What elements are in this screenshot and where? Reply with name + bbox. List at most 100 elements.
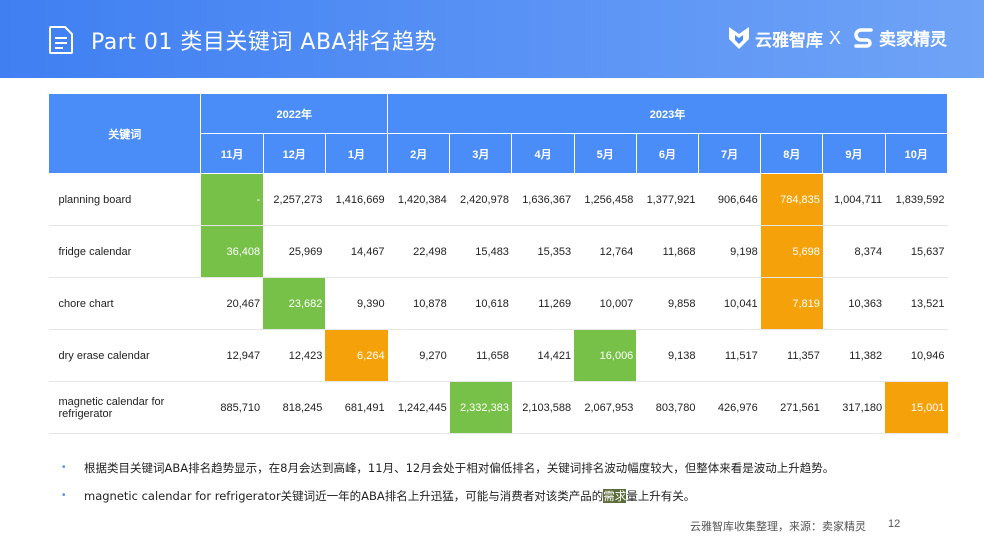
month-header: 7月 xyxy=(697,133,762,174)
rank-cell: 11,382 xyxy=(822,329,886,382)
keyword-cell: chore chart xyxy=(48,277,201,330)
rank-cell: 2,103,588 xyxy=(511,381,575,434)
rank-cell: 15,353 xyxy=(511,225,575,278)
keyword-cell: fridge calendar xyxy=(48,225,201,278)
yunya-logo: 云雅智库 xyxy=(727,25,823,51)
table-row: fridge calendar 36,408 25,969 14,467 22,… xyxy=(48,225,948,278)
rank-cell: 2,332,383 xyxy=(449,381,512,434)
rank-cell: 906,646 xyxy=(698,173,761,226)
rank-cell: 1,416,669 xyxy=(325,173,388,226)
yunya-logo-icon xyxy=(729,27,749,49)
maijia-logo-text: 卖家精灵 xyxy=(879,30,947,50)
rank-cell: 12,764 xyxy=(574,225,637,278)
rank-cell: 9,390 xyxy=(325,277,388,330)
rank-cell: 16,006 xyxy=(574,329,637,382)
rank-cell: 36,408 xyxy=(200,225,264,278)
yunya-logo-text: 云雅智库 xyxy=(755,30,823,51)
keyword-cell: dry erase calendar xyxy=(48,329,201,382)
rank-cell: 20,467 xyxy=(200,277,264,330)
table-row: planning board - 2,257,273 1,416,669 1,4… xyxy=(48,173,948,226)
rank-cell: 5,698 xyxy=(760,225,823,278)
rank-cell: 1,839,592 xyxy=(885,173,948,226)
rank-cell: 317,180 xyxy=(822,381,886,434)
rank-cell: 271,561 xyxy=(760,381,823,434)
rank-cell: 12,423 xyxy=(263,329,326,382)
rank-cell: 818,245 xyxy=(263,381,326,434)
rank-cell: 6,264 xyxy=(325,329,388,382)
bullet-text: 根据类目关键词ABA排名趋势显示，在8月会达到高峰，11月、12月会处于相对偏低… xyxy=(84,461,835,475)
source-note: 云雅智库收集整理，来源：卖家精灵 xyxy=(690,520,866,533)
rank-cell: 7,819 xyxy=(760,277,823,330)
rank-cell: 15,001 xyxy=(885,381,948,434)
page-title: Part 01 类目关键词 ABA排名趋势 xyxy=(91,30,438,55)
rank-cell: 10,878 xyxy=(387,277,450,330)
month-header: 12月 xyxy=(262,133,326,174)
rank-cell: 1,004,711 xyxy=(822,173,886,226)
month-header: 11月 xyxy=(200,133,264,174)
bullet-item: • 根据类目关键词ABA排名趋势显示，在8月会达到高峰，11月、12月会处于相对… xyxy=(62,460,922,488)
rank-cell: 11,868 xyxy=(636,225,699,278)
rank-cell: 1,377,921 xyxy=(636,173,699,226)
page-number: 12 xyxy=(888,518,901,530)
rank-cell: 10,946 xyxy=(885,329,948,382)
month-header: 6月 xyxy=(635,133,700,174)
bullet-dot-icon: • xyxy=(62,462,66,473)
rank-cell: 11,658 xyxy=(449,329,512,382)
keyword-cell: planning board xyxy=(48,173,201,226)
rank-cell: 1,420,384 xyxy=(387,173,450,226)
bullet-dot-icon: • xyxy=(62,490,66,501)
highlighted-text: 需求 xyxy=(603,489,627,503)
document-icon xyxy=(49,26,73,54)
year-2023-header: 2023年 xyxy=(387,93,948,134)
month-header: 8月 xyxy=(760,133,824,174)
bullet-text-part: 量上升有关。 xyxy=(626,489,696,503)
rank-cell: 11,269 xyxy=(511,277,575,330)
rank-cell: 10,007 xyxy=(574,277,637,330)
rank-cell: 2,420,978 xyxy=(449,173,512,226)
brand-separator: X xyxy=(829,28,842,48)
maijia-logo-icon xyxy=(854,27,873,48)
month-header: 3月 xyxy=(449,133,513,174)
aba-ranking-table: 关键词 2022年 2023年 11月 12月 1月 2月 3月 4月 5月 6… xyxy=(47,93,949,434)
month-header: 4月 xyxy=(511,133,575,174)
keyword-column-header: 关键词 xyxy=(47,93,202,174)
table-row: chore chart 20,467 23,682 9,390 10,878 1… xyxy=(48,277,948,330)
rank-cell: 15,637 xyxy=(885,225,948,278)
rank-cell: 8,374 xyxy=(822,225,886,278)
rank-cell: 1,256,458 xyxy=(574,173,637,226)
rank-cell: 11,517 xyxy=(698,329,761,382)
table-row: magnetic calendar for refrigerator 885,7… xyxy=(48,381,948,434)
month-header: 10月 xyxy=(884,133,949,174)
rank-cell: 10,618 xyxy=(449,277,512,330)
bullet-text: magnetic calendar for refrigerator关键词近一年… xyxy=(84,488,695,504)
rank-cell: 803,780 xyxy=(636,381,699,434)
rank-cell: 14,421 xyxy=(511,329,575,382)
bullet-text-part: magnetic calendar for refrigerator关键词近一年… xyxy=(84,489,604,503)
maijia-logo: 卖家精灵 xyxy=(853,25,947,50)
rank-cell: 681,491 xyxy=(325,381,388,434)
rank-cell: - xyxy=(200,173,264,226)
month-header: 9月 xyxy=(822,133,886,174)
year-2022-header: 2022年 xyxy=(200,93,389,134)
rank-cell: 12,947 xyxy=(200,329,264,382)
bullet-item: • magnetic calendar for refrigerator关键词近… xyxy=(62,488,922,516)
rank-cell: 2,067,953 xyxy=(574,381,637,434)
month-header: 2月 xyxy=(387,133,451,174)
rank-cell: 1,636,367 xyxy=(511,173,575,226)
rank-cell: 9,138 xyxy=(636,329,699,382)
rank-cell: 10,041 xyxy=(698,277,761,330)
rank-cell: 9,198 xyxy=(698,225,761,278)
rank-cell: 885,710 xyxy=(200,381,264,434)
rank-cell: 15,483 xyxy=(449,225,512,278)
rank-cell: 426,976 xyxy=(698,381,761,434)
rank-cell: 2,257,273 xyxy=(263,173,326,226)
rank-cell: 14,467 xyxy=(325,225,388,278)
keyword-cell: magnetic calendar for refrigerator xyxy=(48,381,201,434)
month-header: 5月 xyxy=(573,133,637,174)
header-banner: Part 01 类目关键词 ABA排名趋势 云雅智库 X 卖家精灵 xyxy=(0,0,984,78)
summary-bullets: • 根据类目关键词ABA排名趋势显示，在8月会达到高峰，11月、12月会处于相对… xyxy=(62,460,922,516)
rank-cell: 10,363 xyxy=(822,277,886,330)
rank-cell: 9,858 xyxy=(636,277,699,330)
rank-cell: 784,835 xyxy=(760,173,823,226)
rank-cell: 11,357 xyxy=(760,329,823,382)
